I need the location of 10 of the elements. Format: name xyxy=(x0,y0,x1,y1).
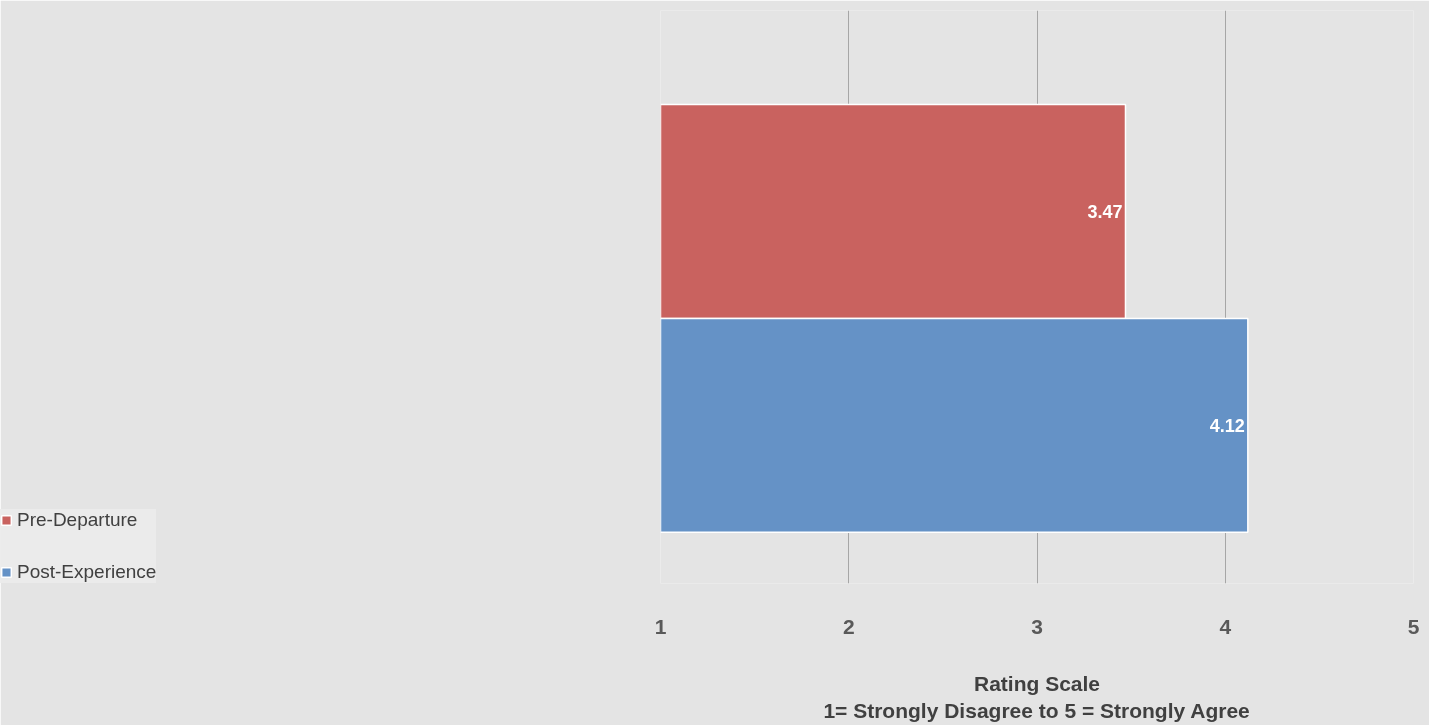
x-tick-label: 3 xyxy=(1031,614,1043,638)
data-label: 4.12 xyxy=(1209,415,1245,436)
x-tick-label: 2 xyxy=(842,614,855,638)
legend-label: Post-Experience xyxy=(17,561,157,583)
data-label: 3.47 xyxy=(1087,201,1123,222)
x-tick-label: 1 xyxy=(654,614,667,638)
legend-label: Pre-Departure xyxy=(17,509,138,531)
x-axis-title: Rating Scale 1= Strongly Disagree to 5 = Strongly Agree xyxy=(823,671,1250,723)
x-tick-label: 5 xyxy=(1407,614,1420,638)
x-tick-label: 4 xyxy=(1219,614,1232,638)
